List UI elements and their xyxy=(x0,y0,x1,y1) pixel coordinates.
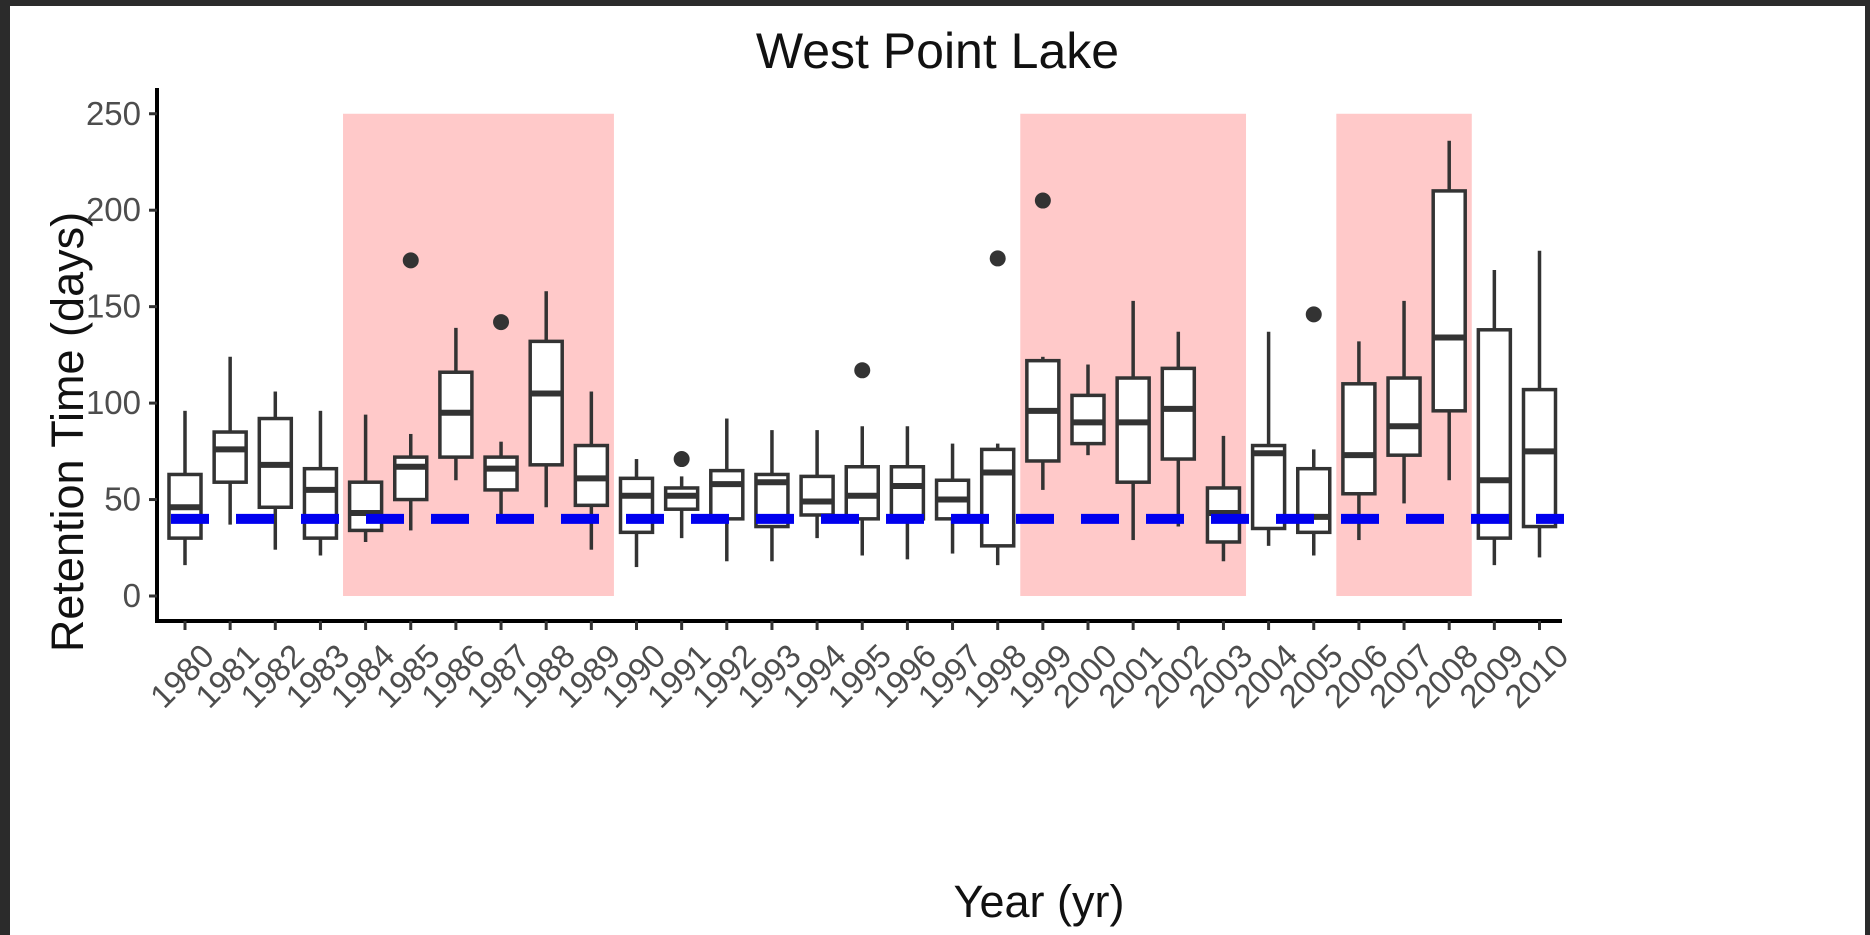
box-1984 xyxy=(347,414,384,542)
y-tick-label: 150 xyxy=(86,288,141,325)
box-iqr xyxy=(1160,366,1197,461)
y-tick-label: 200 xyxy=(86,191,141,228)
box-2010 xyxy=(1521,250,1558,558)
box-2007 xyxy=(1386,300,1422,504)
chart-title: West Point Lake xyxy=(755,23,1120,79)
box-2004 xyxy=(1250,331,1287,546)
box-1992 xyxy=(709,418,745,562)
box-1996 xyxy=(889,426,926,560)
outlier-point xyxy=(854,362,871,379)
outlier-point xyxy=(1305,306,1322,323)
outlier-point xyxy=(673,451,690,468)
box-1985 xyxy=(393,252,429,531)
box-2008 xyxy=(1431,140,1467,481)
box-1999 xyxy=(1025,192,1061,490)
box-1997 xyxy=(934,443,971,554)
box-2002 xyxy=(1160,331,1197,527)
box-iqr xyxy=(212,430,248,484)
y-tick-label: 50 xyxy=(104,481,141,518)
box-1982 xyxy=(257,391,294,550)
box-iqr xyxy=(1476,328,1513,540)
box-1995 xyxy=(844,362,880,556)
box-1993 xyxy=(754,430,790,562)
box-iqr xyxy=(483,455,519,492)
chart-frame: West Point Lake Retention Time (days) Ye… xyxy=(10,6,1865,935)
box-iqr xyxy=(1431,189,1467,413)
box-iqr xyxy=(528,339,564,467)
box-1983 xyxy=(302,410,339,556)
outlier-point xyxy=(402,252,419,269)
box-2001 xyxy=(1115,300,1151,541)
box-2009 xyxy=(1476,269,1513,566)
box-1998 xyxy=(979,250,1016,566)
outlier-point xyxy=(493,314,510,331)
box-iqr xyxy=(347,480,384,533)
box-iqr xyxy=(1521,387,1558,529)
box-iqr xyxy=(889,465,926,521)
box-2006 xyxy=(1341,341,1377,541)
x-axis-label: Year (yr) xyxy=(953,876,1125,927)
box-iqr xyxy=(1115,376,1151,484)
box-1980 xyxy=(167,410,203,566)
box-iqr xyxy=(709,468,745,521)
box-1988 xyxy=(528,291,564,508)
box-2000 xyxy=(1070,364,1106,456)
outlier-point xyxy=(989,250,1006,267)
box-iqr xyxy=(799,474,835,517)
box-iqr xyxy=(618,476,655,535)
box-1981 xyxy=(212,356,248,525)
outlier-point xyxy=(1034,192,1051,209)
box-iqr xyxy=(1386,376,1422,457)
y-tick-label: 250 xyxy=(86,95,141,132)
box-iqr xyxy=(302,466,339,540)
box-1986 xyxy=(438,327,474,481)
box-1990 xyxy=(618,459,655,568)
boxplot-chart: 0501001502002501980198119821983198419851… xyxy=(86,88,1575,715)
box-iqr xyxy=(979,447,1016,548)
box-iqr xyxy=(393,455,429,502)
box-iqr xyxy=(1341,382,1377,496)
box-1991 xyxy=(663,451,700,539)
box-1994 xyxy=(799,430,835,539)
y-tick-label: 100 xyxy=(86,384,141,421)
box-1989 xyxy=(573,391,610,550)
y-tick-label: 0 xyxy=(123,577,141,614)
